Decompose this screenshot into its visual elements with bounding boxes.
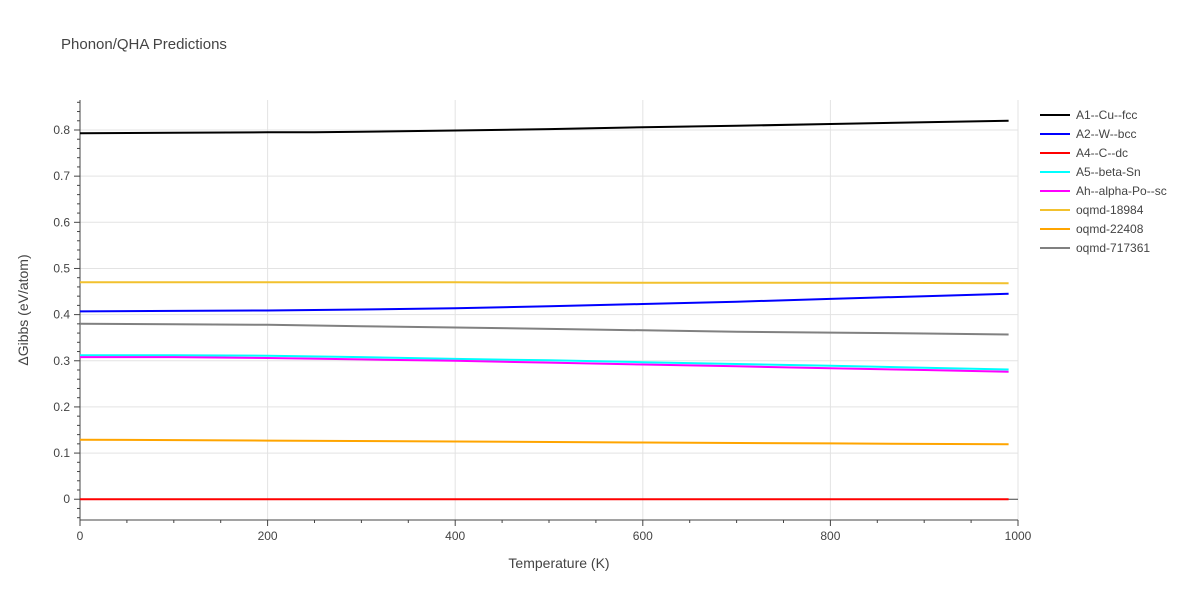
legend-swatch — [1040, 132, 1070, 135]
legend: A1--Cu--fcc A2--W--bcc A4--C--dc A5--beta-S… — [1040, 105, 1167, 257]
x-tick-label: 600 — [633, 529, 653, 543]
y-tick-label: 0.3 — [53, 354, 70, 368]
legend-item[interactable]: oqmd-717361 — [1040, 238, 1167, 257]
x-tick-label: 800 — [820, 529, 840, 543]
x-tick-label: 1000 — [1005, 529, 1032, 543]
series-line-a1-cu-fcc[interactable] — [79, 119, 1009, 135]
legend-item[interactable]: oqmd-22408 — [1040, 219, 1167, 238]
legend-item[interactable]: A5--beta-Sn — [1040, 162, 1167, 181]
legend-label: A2--W--bcc — [1076, 126, 1137, 141]
y-tick-label: 0.1 — [53, 446, 70, 460]
y-tick-label: 0.5 — [53, 261, 70, 275]
series-line-oqmd-18984[interactable] — [80, 281, 1009, 285]
y-tick-label: 0 — [63, 492, 70, 506]
y-axis-label: ΔGibbs (eV/atom) — [15, 254, 31, 365]
legend-item[interactable]: A4--C--dc — [1040, 143, 1167, 162]
legend-label: A4--C--dc — [1076, 145, 1129, 160]
legend-item[interactable]: Ah--alpha-Po--sc — [1040, 181, 1167, 200]
legend-label: oqmd-22408 — [1076, 221, 1144, 236]
x-tick-label: 200 — [258, 529, 278, 543]
legend-swatch — [1040, 227, 1070, 230]
y-tick-label: 0.6 — [53, 215, 70, 229]
legend-swatch — [1040, 189, 1070, 192]
x-axis-label: Temperature (K) — [508, 555, 609, 571]
legend-swatch — [1040, 113, 1070, 116]
y-tick-label: 0.2 — [53, 400, 70, 414]
legend-swatch — [1040, 151, 1070, 154]
legend-item[interactable]: A1--Cu--fcc — [1040, 105, 1167, 124]
legend-label: oqmd-18984 — [1076, 202, 1144, 217]
chart-title: Phonon/QHA Predictions — [61, 36, 227, 53]
y-tick-label: 0.4 — [53, 308, 70, 322]
y-tick-label: 0.8 — [53, 123, 70, 137]
legend-item[interactable]: oqmd-18984 — [1040, 200, 1167, 219]
series-line-a2-w-bcc[interactable] — [79, 292, 1009, 313]
legend-label: Ah--alpha-Po--sc — [1076, 183, 1167, 198]
legend-swatch — [1040, 170, 1070, 173]
series-line-oqmd-22408[interactable] — [79, 438, 1009, 446]
legend-label: A5--beta-Sn — [1076, 164, 1141, 179]
legend-item[interactable]: A2--W--bcc — [1040, 124, 1167, 143]
legend-swatch — [1040, 246, 1070, 249]
series-line-a5-beta-sn[interactable] — [80, 354, 1009, 371]
legend-label: oqmd-717361 — [1076, 240, 1151, 255]
legend-swatch — [1040, 208, 1070, 211]
series-line-oqmd-717361[interactable] — [79, 322, 1009, 336]
x-tick-label: 0 — [77, 529, 84, 543]
series-line-ah-alpha-po-sc[interactable] — [80, 356, 1009, 373]
x-tick-label: 400 — [445, 529, 465, 543]
legend-label: A1--Cu--fcc — [1076, 107, 1138, 122]
y-tick-label: 0.7 — [53, 169, 70, 183]
